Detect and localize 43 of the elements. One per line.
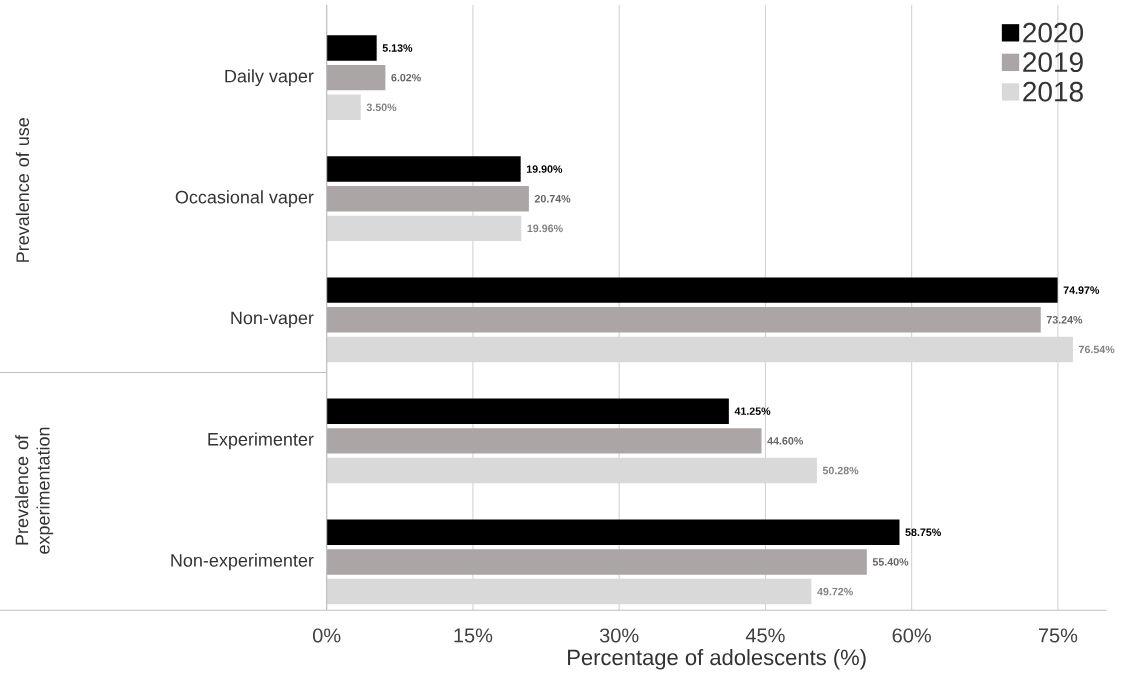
x-tick-label: 30% (599, 628, 639, 643)
y-tick-label: Daily vaper (225, 69, 314, 87)
text: Prevalence of use (15, 118, 30, 262)
data-label: 44.60% (767, 437, 804, 445)
bar (326, 307, 1041, 333)
x-tick-label: 15% (454, 628, 493, 643)
y-tick-label: Occasional vaper (175, 190, 314, 208)
y-tick-label: Non-vaper (231, 311, 314, 328)
x-axis-title: Percentage of adolescents (%) (568, 649, 866, 670)
data-label: 19.96% (527, 224, 563, 233)
x-tick-label: 45% (745, 628, 785, 643)
data-label: 6.02% (391, 73, 421, 82)
data-label: 3.50% (366, 103, 397, 112)
bar (326, 64, 386, 91)
bar (326, 519, 900, 545)
bar (326, 549, 867, 575)
bar (326, 186, 529, 212)
data-label: 49.72% (817, 587, 853, 596)
y-tick-label: Non-experimenter (171, 553, 314, 571)
data-label: 55.40% (872, 558, 909, 566)
data-label: 20.74% (534, 194, 571, 203)
data-label: 5.13% (382, 44, 413, 52)
legend-label: 2018 (1023, 81, 1083, 102)
legend-label: 2020 (1023, 22, 1084, 43)
bar (326, 428, 762, 454)
bar (326, 277, 1058, 303)
data-label: 50.28% (822, 466, 859, 475)
y-tick-label: Experimenter (208, 432, 314, 450)
x-tick-label: 75% (1038, 628, 1078, 643)
data-label: 19.90% (526, 165, 563, 173)
data-label: 58.75% (905, 528, 941, 537)
x-tick-label: 0% (312, 628, 341, 643)
bar (326, 156, 521, 182)
data-label: 74.97% (1063, 286, 1100, 294)
bar (326, 398, 729, 424)
x-tick-label: 60% (892, 628, 931, 643)
data-label: 76.54% (1078, 345, 1115, 354)
data-label: 41.25% (734, 407, 771, 415)
data-label: 73.24% (1046, 316, 1083, 324)
legend-label: 2019 (1023, 52, 1083, 73)
bar (326, 35, 377, 61)
bar (326, 94, 361, 121)
text: Prevalence of experimentation (15, 427, 54, 554)
